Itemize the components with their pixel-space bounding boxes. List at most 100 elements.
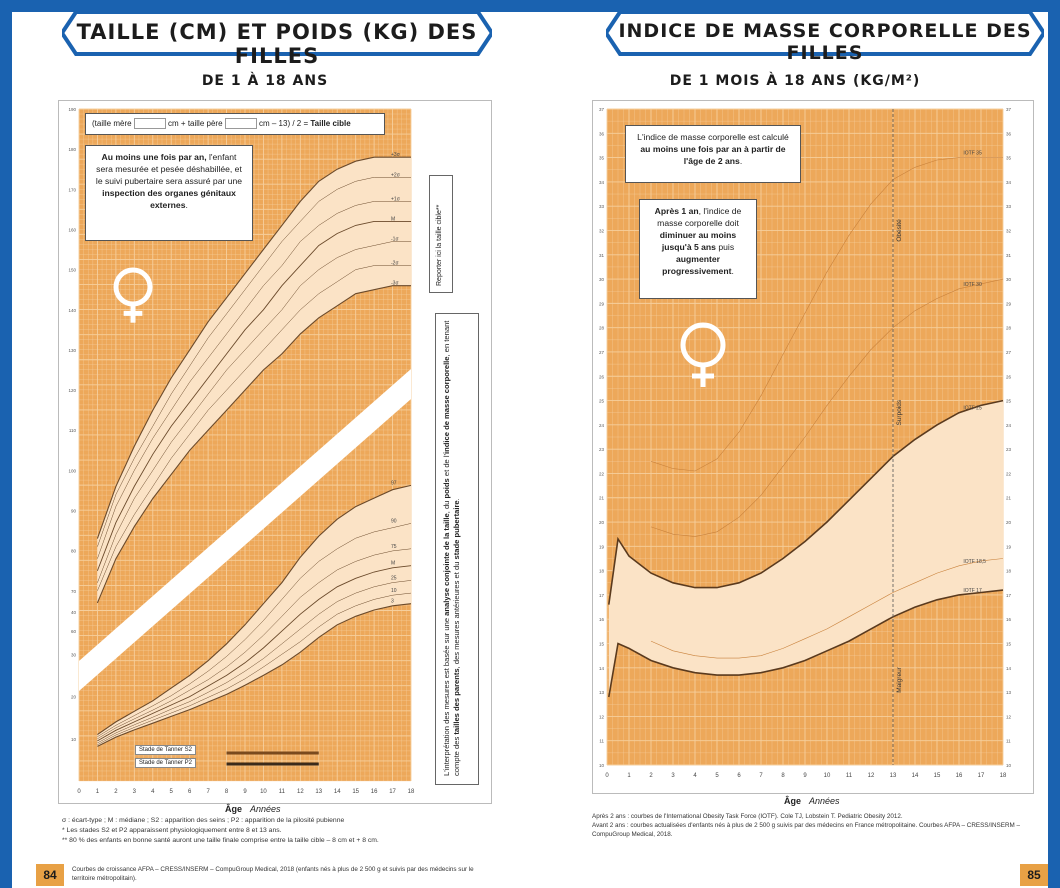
bmi-curve-label: IOTF 17 <box>963 588 982 594</box>
weight-curve-2 <box>97 548 412 740</box>
height-y-tick: 140 <box>68 308 76 313</box>
height-y-tick: 190 <box>68 107 76 112</box>
bmi-y-tick-right: 25 <box>1006 399 1012 404</box>
bmi-x-tick: 15 <box>934 773 941 779</box>
height-y-tick: 70 <box>71 589 77 594</box>
bmi-y-tick-right: 20 <box>1006 520 1012 525</box>
bmi-x-tick: 17 <box>978 773 985 779</box>
bmi-y-tick-right: 14 <box>1006 666 1012 671</box>
height-y-tick: 80 <box>71 549 77 554</box>
bmi-y-tick-right: 36 <box>1006 131 1012 136</box>
height-curve-label: +3σ <box>391 152 401 158</box>
bmi-x-tick: 12 <box>868 773 875 779</box>
bmi-y-tick-right: 22 <box>1006 471 1012 476</box>
bmi-y-tick: 31 <box>599 253 605 258</box>
bmi-note2-t2: puis <box>715 242 735 252</box>
weight-y-tick: 20 <box>71 695 77 700</box>
growth-x-tick: 5 <box>170 789 174 795</box>
left-footnote-3: ** 80 % des enfants en bonne santé auron… <box>62 837 379 844</box>
bmi-y-tick: 27 <box>599 350 605 355</box>
bmi-y-tick: 24 <box>599 423 605 428</box>
bmi-y-tick: 14 <box>599 666 605 671</box>
interp-b5: stade pubertaire <box>452 500 461 560</box>
weight-curve-label: 10 <box>391 588 397 594</box>
target-side-text: Reporter ici la taille cible** <box>436 204 443 286</box>
bmi-note1-t2: . <box>739 156 743 166</box>
height-curve-1 <box>97 177 411 547</box>
bmi-note-2: Après 1 an, l'indice de masse corporelle… <box>639 199 757 299</box>
bmi-y-tick-right: 29 <box>1006 301 1012 306</box>
interp-t1: L'interprétation des mesures est basée s… <box>442 615 451 776</box>
legend-p2-label: Stade de Tanner P2 <box>135 758 196 768</box>
bmi-y-tick-right: 34 <box>1006 180 1012 185</box>
left-x-label: Âge <box>225 804 243 814</box>
bmi-y-tick: 11 <box>599 739 604 744</box>
bmi-y-tick: 10 <box>599 763 605 768</box>
left-footnotes: σ : écart-type ; M : médiane ; S2 : appa… <box>62 816 492 846</box>
bmi-y-tick-right: 19 <box>1006 544 1012 549</box>
bmi-y-tick: 18 <box>599 569 605 574</box>
right-x-label: Âge <box>784 796 802 806</box>
weight-curve-3 <box>97 565 412 742</box>
bmi-y-tick: 20 <box>599 520 605 525</box>
bmi-y-tick: 32 <box>599 228 605 233</box>
height-y-tick: 60 <box>71 629 77 634</box>
right-footnote-2: Avant 2 ans : courbes actualisées d'enfa… <box>592 822 1020 838</box>
bmi-y-tick-right: 31 <box>1006 253 1012 258</box>
left-banner-title: TAILLE (CM) ET POIDS (KG) DES FILLES <box>76 20 478 68</box>
left-page: TAILLE (CM) ET POIDS (KG) DES FILLES DE … <box>0 0 530 888</box>
bmi-x-tick: 18 <box>1000 773 1007 779</box>
mother-height-field[interactable] <box>133 118 166 130</box>
right-banner-shape <box>606 10 1044 56</box>
height-y-tick: 130 <box>68 348 76 353</box>
bmi-zone-label: Surpoids <box>896 399 903 425</box>
measure-note: Au moins une fois par an, l'enfant sera … <box>85 145 253 241</box>
bmi-x-tick: 6 <box>737 773 741 779</box>
legend-s2-label: Stade de Tanner S2 <box>135 745 196 755</box>
bmi-y-tick: 35 <box>599 156 605 161</box>
father-height-field[interactable] <box>224 118 257 130</box>
interp-t6: . <box>452 498 461 501</box>
tanner-legend: Stade de Tanner S2 Stade de Tanner P2 <box>135 745 196 768</box>
bmi-x-tick: 10 <box>824 773 831 779</box>
growth-x-tick: 2 <box>114 789 118 795</box>
weight-y-tick: 10 <box>71 737 77 742</box>
bmi-chart: IOTF 35 IOTF 30 IOTF 25 IOTF 18,5 IOTF 17 Obé… <box>599 107 1012 779</box>
left-page-edge <box>0 0 12 888</box>
growth-x-tick: 18 <box>408 789 415 795</box>
right-banner: INDICE DE MASSE CORPORELLE DES FILLES <box>606 8 1044 64</box>
bmi-note1-b1: au moins une fois par an à partir de l'â… <box>640 144 786 166</box>
growth-x-tick: 6 <box>188 789 192 795</box>
weight-band <box>97 485 412 747</box>
bmi-y-tick: 34 <box>599 180 605 185</box>
height-y-tick: 110 <box>69 428 77 433</box>
bmi-y-tick: 25 <box>599 399 605 404</box>
bmi-curve-0 <box>650 157 1003 472</box>
growth-x-tick: 7 <box>206 789 210 795</box>
bmi-y-tick: 28 <box>599 326 605 331</box>
bmi-x-tick: 1 <box>627 773 631 779</box>
bmi-y-tick: 19 <box>599 544 605 549</box>
bmi-y-tick: 13 <box>599 690 605 695</box>
right-x-axis-title: Âge Années <box>784 796 840 806</box>
bmi-x-tick: 9 <box>803 773 807 779</box>
bmi-y-tick: 30 <box>599 277 605 282</box>
bmi-y-tick-right: 26 <box>1006 374 1012 379</box>
bmi-y-tick-right: 33 <box>1006 204 1012 209</box>
bmi-note2-b3: augmenter progressivement <box>662 254 732 276</box>
right-footnotes: Après 2 ans : courbes de l'International… <box>592 812 1032 839</box>
bmi-curve-4 <box>608 589 1004 698</box>
weight-y-tick: 30 <box>71 652 77 657</box>
growth-x-tick: 9 <box>243 789 247 795</box>
bmi-x-tick: 5 <box>715 773 719 779</box>
growth-x-tick: 13 <box>315 789 322 795</box>
height-band <box>97 157 412 603</box>
bmi-x-tick: 11 <box>846 773 853 779</box>
bmi-curve-label: IOTF 35 <box>963 151 982 157</box>
interp-b4: tailles des parents <box>452 668 461 735</box>
target-height-box: (taille mère cm + taille père cm – 13) /… <box>85 113 385 135</box>
bmi-y-tick: 21 <box>599 496 605 501</box>
bmi-band <box>608 400 1003 697</box>
height-curve-label: M <box>391 216 395 222</box>
left-source: Courbes de croissance AFPA – CRESS/INSER… <box>72 866 474 882</box>
